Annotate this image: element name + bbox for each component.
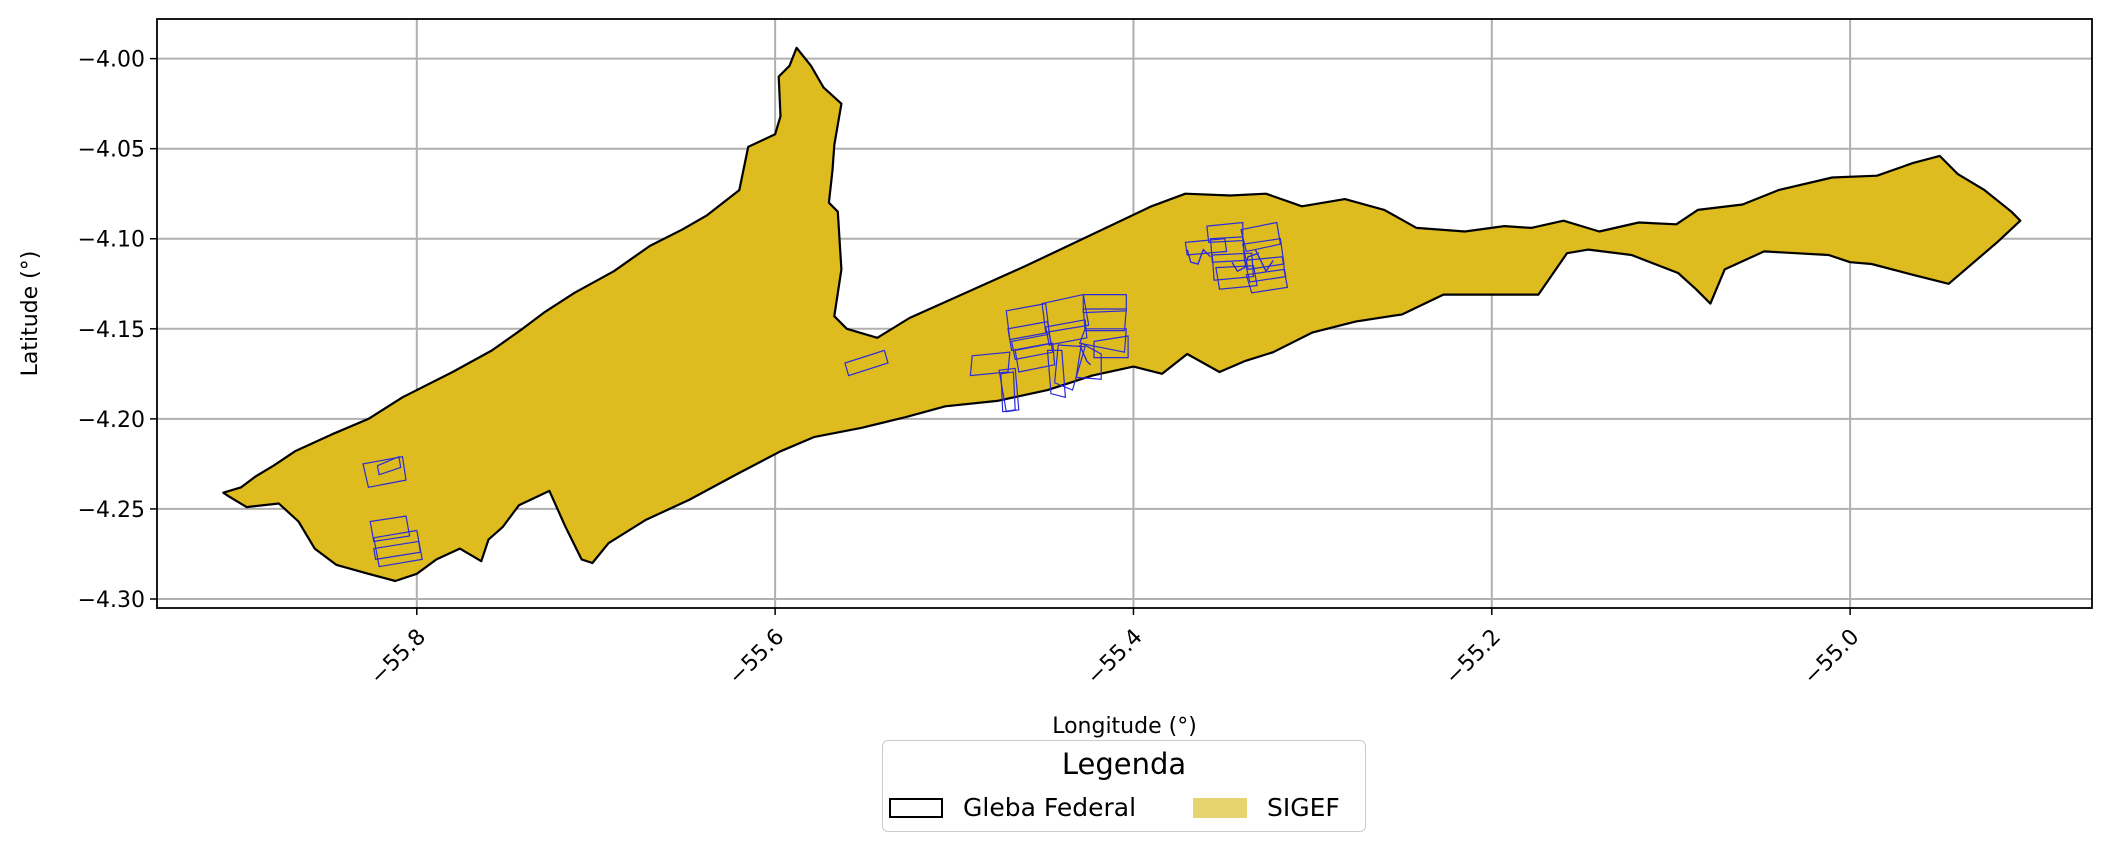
- sigef-parcel: [844, 349, 889, 377]
- sigef-parcel: [1000, 371, 1016, 413]
- gleba-federal-layer: [222, 46, 2022, 583]
- sigef-parcel-edge: [1079, 344, 1091, 366]
- y-tick-label: −4.25: [78, 498, 145, 523]
- sigef-parcel: [1245, 268, 1289, 294]
- x-tick-label: −55.6: [724, 625, 789, 690]
- sigef-parcel: [1044, 319, 1088, 346]
- x-tick-label: −55.8: [366, 625, 431, 690]
- legend-entry-gleba-federal: Gleba Federal: [889, 793, 1136, 822]
- sigef-parcel: [1211, 252, 1255, 281]
- y-tick-label: −4.30: [78, 588, 145, 613]
- sigef-parcel: [998, 367, 1020, 413]
- gleba-federal-polygon: [222, 46, 2022, 583]
- legend-label-sigef: SIGEF: [1267, 793, 1340, 822]
- sigef-parcel: [1082, 308, 1127, 332]
- sigef-parcel: [376, 455, 402, 476]
- x-tick-label: −55.2: [1441, 625, 1506, 690]
- sigef-parcel: [1215, 265, 1258, 290]
- y-tick-label: −4.10: [78, 228, 145, 253]
- sigef-parcel: [373, 529, 423, 568]
- legend-entry-sigef: SIGEF: [1193, 793, 1340, 822]
- sigef-parcels-layer: [362, 221, 1289, 568]
- legend-swatch-gleba-federal: [889, 797, 943, 818]
- sigef-parcel: [1010, 333, 1054, 361]
- legend-swatch-sigef: [1193, 797, 1247, 818]
- sigef-parcel: [1053, 344, 1086, 391]
- sigef-parcel-edge: [1186, 248, 1211, 265]
- sigef-parcel: [1046, 349, 1067, 399]
- y-tick-label: −4.20: [78, 408, 145, 433]
- sigef-parcel: [1075, 342, 1102, 380]
- x-tick-label: −55.0: [1799, 625, 1864, 690]
- y-axis-title: Latitude (°): [18, 251, 43, 377]
- sigef-parcel: [1093, 335, 1129, 359]
- legend-label-gleba-federal: Gleba Federal: [963, 793, 1137, 822]
- sigef-parcel: [373, 540, 422, 561]
- y-tick-label: −4.00: [78, 48, 145, 73]
- legend-title: Legenda: [1061, 747, 1187, 781]
- sigef-parcel-edge: [1231, 252, 1260, 273]
- sigef-parcel-edge: [1254, 249, 1274, 273]
- sigef-parcel: [1184, 238, 1228, 256]
- plot-frame: [156, 18, 2093, 609]
- y-tick-label: −4.15: [78, 318, 145, 343]
- sigef-parcel: [969, 351, 1011, 377]
- sigef-parcel: [1014, 342, 1056, 373]
- sigef-parcel: [362, 455, 407, 488]
- sigef-parcel: [1041, 293, 1090, 334]
- sigef-parcel: [369, 515, 411, 543]
- y-tick-label: −4.05: [78, 138, 145, 163]
- x-axis-title: Longitude (°): [1052, 714, 1197, 739]
- x-tick-label: −55.4: [1082, 625, 1147, 690]
- legend: Legenda Gleba Federal SIGEF: [882, 740, 1366, 832]
- sigef-parcel: [1078, 328, 1127, 353]
